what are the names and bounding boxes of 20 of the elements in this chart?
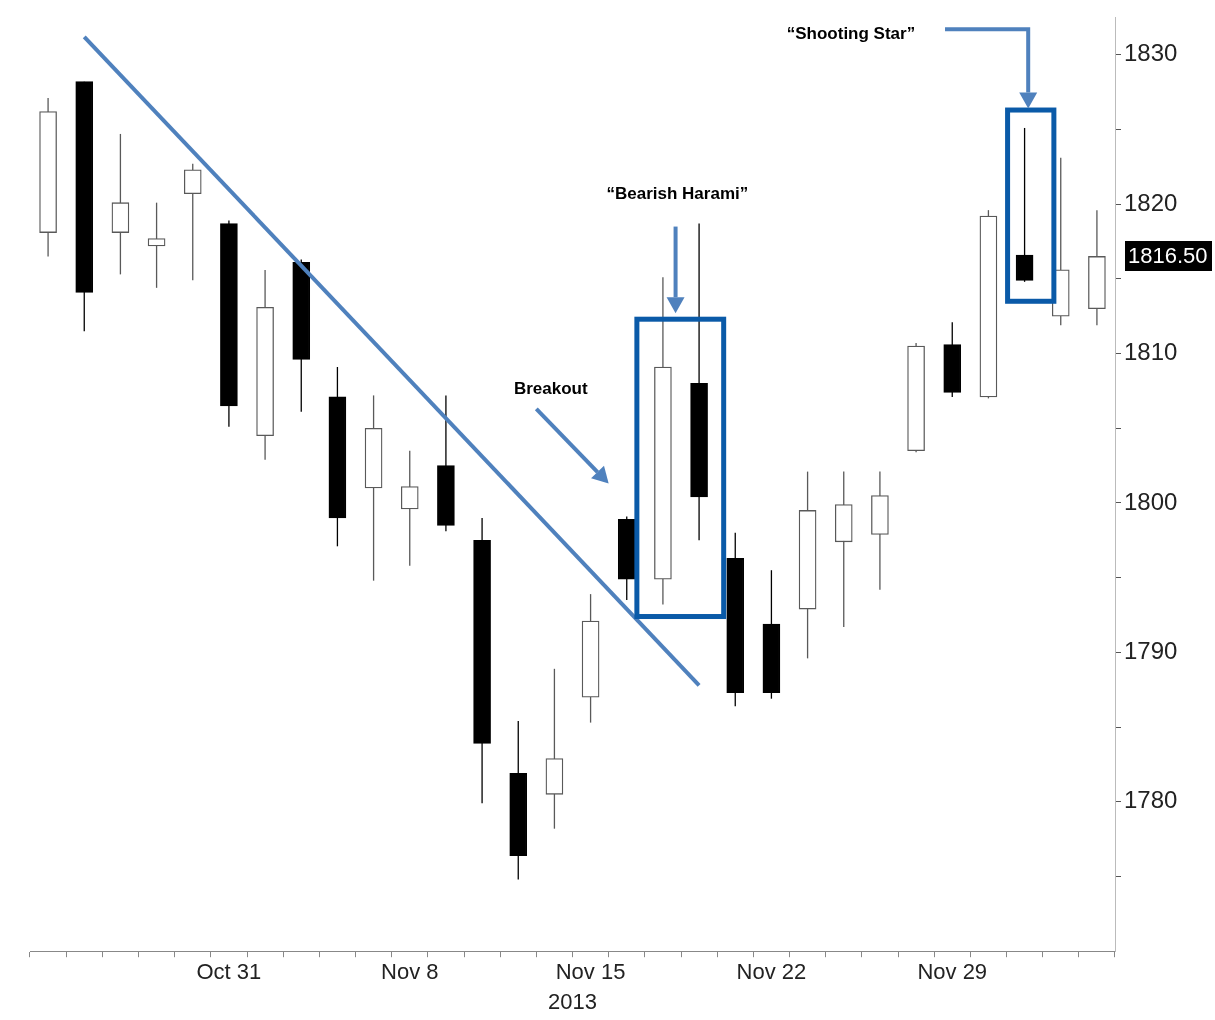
y-tick-label: 1780 (1124, 786, 1178, 814)
candlestick (183, 163, 202, 282)
y-tick-label: 1800 (1124, 487, 1178, 515)
candlestick (147, 202, 166, 289)
candlestick (1015, 127, 1034, 283)
y-tick-label: 1830 (1124, 39, 1178, 67)
x-tick-label: Nov 22 (736, 959, 807, 985)
x-tick-label: Nov 15 (555, 959, 626, 985)
text: 1816.50 (1125, 241, 1212, 272)
annotation: “Bearish Harami” (606, 183, 749, 204)
x-axis-title: 2013 (548, 988, 597, 1014)
y-tick-label: 1810 (1124, 338, 1178, 366)
annotation: “Shooting Star” (786, 23, 916, 44)
x-tick-label: Oct 31 (196, 959, 262, 985)
x-tick-label: Nov 29 (917, 959, 988, 985)
y-tick-label: 1820 (1124, 188, 1178, 216)
candlestick (400, 450, 419, 567)
y-tick-label: 1790 (1124, 637, 1178, 665)
annotation: Breakout (513, 379, 588, 400)
x-tick-label: Nov 8 (381, 959, 439, 985)
